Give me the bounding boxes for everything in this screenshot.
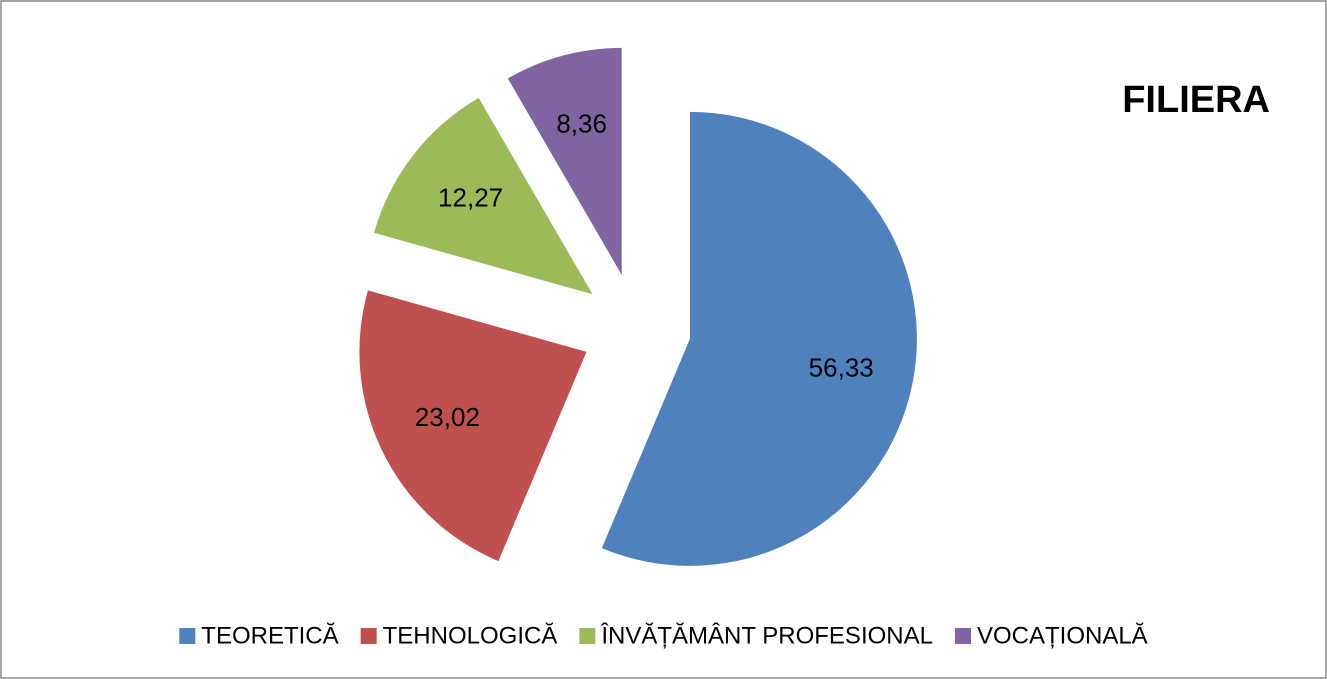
legend-label: VOCAȚIONALĂ <box>977 622 1148 649</box>
pie-slice <box>601 111 917 566</box>
legend-swatch <box>954 628 971 644</box>
pie-slice <box>374 97 593 295</box>
legend-label: TEHNOLOGICĂ <box>383 622 558 649</box>
data-label: 8,36 <box>556 109 607 139</box>
data-label: 56,33 <box>809 352 874 382</box>
legend-label: ÎNVĂȚĂMÂNT PROFESIONAL <box>600 622 933 649</box>
legend-label: TEORETICĂ <box>201 622 338 649</box>
legend-swatch <box>360 628 377 644</box>
legend-swatch <box>579 628 596 644</box>
legend-swatch <box>179 628 196 644</box>
chart-title: FILIERA <box>1122 79 1270 121</box>
pie-slice <box>507 47 622 275</box>
data-label: 12,27 <box>438 183 503 213</box>
data-label: 23,02 <box>415 402 480 432</box>
pie-slice <box>359 290 587 562</box>
